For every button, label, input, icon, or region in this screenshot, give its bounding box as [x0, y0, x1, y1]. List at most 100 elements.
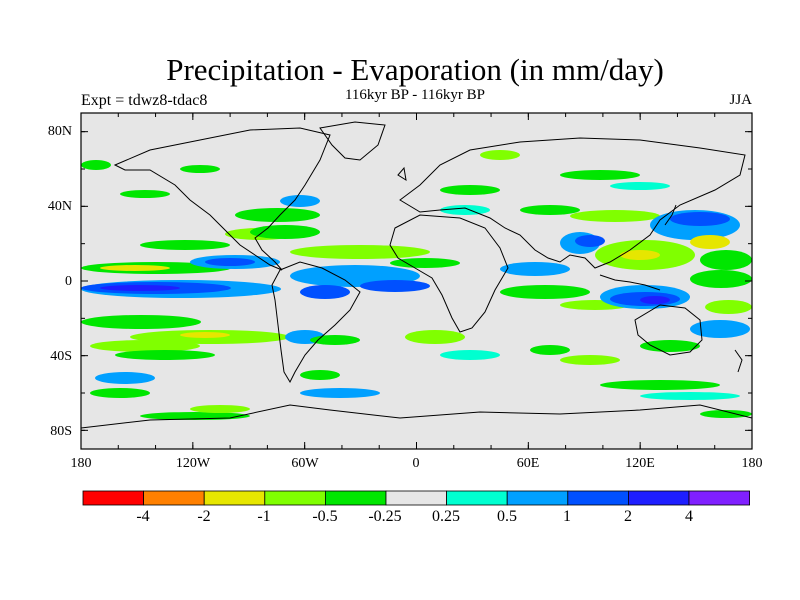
experiment-label: Expt = tdwz8-tdac8	[81, 92, 208, 109]
colorbar-label: -0.25	[368, 508, 402, 525]
lon-label-60w: 60W	[291, 456, 319, 471]
anomaly-patch	[690, 270, 752, 288]
anomaly-patch	[640, 296, 670, 304]
anomaly-patch	[570, 210, 660, 222]
colorbar-label: -0.5	[312, 508, 338, 525]
anomaly-patch	[700, 250, 752, 270]
anomaly-patch	[705, 300, 752, 314]
anomaly-patch	[360, 280, 430, 292]
anomaly-patch	[405, 330, 465, 344]
anomaly-patch	[440, 350, 500, 360]
anomaly-patch	[100, 265, 170, 271]
coastline-greenland	[319, 121, 386, 161]
anomaly-patch	[280, 195, 320, 207]
colorbar-swatch	[143, 490, 205, 506]
map-title: Precipitation - Evaporation (in mm/day)	[166, 52, 664, 87]
anomaly-patch	[700, 410, 752, 418]
colorbar-swatch	[385, 490, 447, 506]
colorbar-label: 4	[685, 508, 693, 525]
coastline-new-zealand	[734, 349, 743, 373]
coastline-japan	[664, 204, 677, 226]
anomaly-patch	[90, 340, 200, 352]
anomaly-patches	[81, 150, 752, 420]
lon-label-0: 0	[412, 456, 420, 471]
anomaly-patch	[90, 388, 150, 398]
anomaly-patch	[250, 225, 320, 239]
lat-label-80s: 80S	[50, 424, 72, 439]
colorbar-swatch	[82, 490, 144, 506]
anomaly-patch	[440, 185, 500, 195]
anomaly-patch	[180, 332, 230, 338]
colorbar-label: -1	[257, 508, 271, 525]
anomaly-patch	[560, 355, 620, 365]
coastline-uk	[397, 166, 407, 182]
anomaly-patch	[440, 205, 490, 215]
lat-label-40n: 40N	[47, 199, 72, 214]
colorbar-label: 0.25	[432, 508, 460, 525]
anomaly-patch	[530, 345, 570, 355]
colorbar-swatch	[446, 490, 508, 506]
anomaly-patch	[600, 380, 720, 390]
anomaly-patch	[81, 315, 201, 329]
lat-label-0: 0	[65, 274, 72, 289]
colorbar-swatch	[688, 490, 750, 506]
lat-label-40s: 40S	[50, 349, 72, 364]
coastline-eurasia	[399, 137, 746, 269]
anomaly-patch	[640, 340, 700, 352]
anomaly-patch	[575, 235, 605, 247]
coastline-indonesia	[599, 274, 661, 291]
coastlines	[81, 121, 752, 429]
anomaly-patch	[190, 405, 250, 413]
lon-label-120w: 120W	[175, 456, 211, 471]
anomaly-patch	[690, 235, 730, 249]
anomaly-patch	[95, 372, 155, 384]
anomaly-patch	[670, 212, 730, 226]
anomaly-patch	[560, 170, 640, 180]
lon-label-60e: 60E	[516, 456, 540, 471]
anomaly-patch	[81, 160, 111, 170]
anomaly-patch	[500, 285, 590, 299]
lon-label-120e: 120E	[625, 456, 655, 471]
anomaly-patch	[620, 250, 660, 260]
coastline-north-america	[113, 127, 331, 271]
colorbar-label: 0.5	[497, 508, 517, 525]
colorbar-label: -2	[197, 508, 211, 525]
anomaly-patch	[310, 335, 360, 345]
axis-ticks	[80, 113, 753, 449]
coastline-south-america	[271, 261, 361, 384]
colorbar-swatch	[628, 490, 690, 506]
anomaly-patch	[480, 150, 520, 160]
anomaly-patch	[205, 258, 255, 266]
anomaly-patch	[300, 388, 380, 398]
anomaly-patch	[520, 205, 580, 215]
anomaly-patch	[300, 370, 340, 380]
anomaly-patch	[115, 350, 215, 360]
lon-label-180w: 180	[70, 456, 92, 471]
season-label: JJA	[729, 92, 752, 108]
anomaly-patch	[300, 285, 350, 299]
lon-label-180e: 180	[741, 456, 763, 471]
anomaly-patch	[100, 285, 180, 291]
anomaly-patch	[120, 190, 170, 198]
colorbar-swatch	[324, 490, 387, 506]
colorbar-swatch	[264, 490, 326, 506]
lat-label-80n: 80N	[47, 124, 72, 139]
colorbar-label: 1	[563, 508, 571, 525]
coastline-antarctica	[81, 404, 752, 429]
map-subtitle: 116kyr BP - 116kyr BP	[344, 87, 485, 103]
anomaly-patch	[500, 262, 570, 276]
coastline-africa	[389, 214, 509, 333]
anomaly-patch	[235, 208, 320, 222]
anomaly-patch	[690, 320, 750, 338]
anomaly-patch	[290, 245, 430, 259]
colorbar-swatch	[567, 490, 629, 506]
coastline-australia	[634, 304, 703, 356]
anomaly-patch	[640, 392, 740, 400]
colorbar-swatch	[203, 490, 266, 506]
anomaly-patch	[140, 240, 230, 250]
anomaly-patch	[180, 165, 220, 173]
anomaly-patch	[390, 258, 460, 268]
anomaly-patch	[610, 182, 670, 190]
colorbar-label: 2	[624, 508, 632, 525]
